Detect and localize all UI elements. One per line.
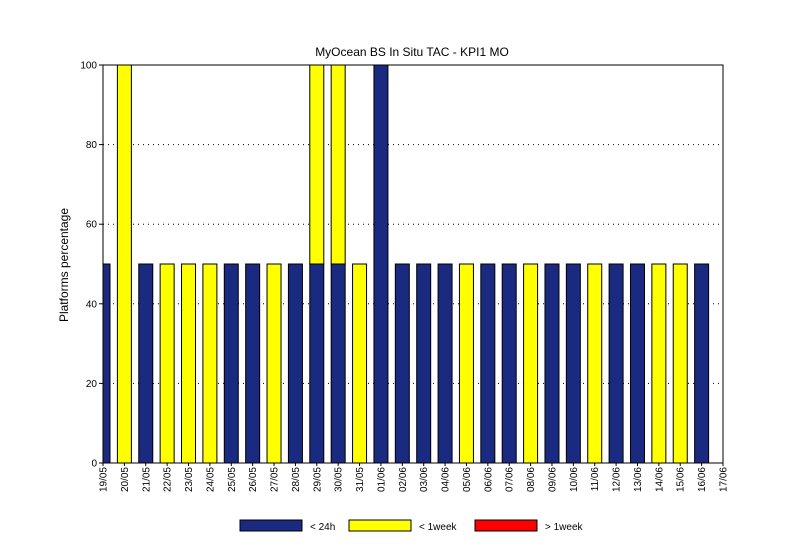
x-tick-label-07-06: 07/06	[505, 467, 516, 492]
y-tick-label-60: 60	[86, 220, 98, 231]
x-tick-label-06-06: 06/06	[483, 467, 494, 492]
bar-22-05-series-1	[159, 263, 175, 464]
x-tick-label-02-06: 02/06	[398, 467, 409, 492]
bar-29-05-series-0	[309, 263, 325, 464]
y-axis-ticks: 0 20 40 60 80 100	[80, 61, 103, 470]
x-tick-label-01-06: 01/06	[376, 467, 387, 492]
legend-label-2: > 1week	[545, 522, 584, 533]
legend-label-1: < 1week	[419, 522, 458, 533]
x-tick-label-09-06: 09/06	[547, 467, 558, 492]
y-tick-label-20: 20	[86, 379, 98, 390]
legend: < 24h < 1week > 1week	[239, 519, 584, 533]
plot-frame	[102, 64, 724, 464]
bar-31-05-series-1	[352, 263, 368, 464]
bar-28-05-series-0	[287, 263, 303, 464]
x-axis-ticks: 19/05 20/05 21/05 22/05 23/05 24/05 25/05 26/05…	[99, 463, 730, 492]
bar-05-06-series-1	[458, 263, 474, 464]
bar-01-06-series-0	[373, 64, 389, 464]
x-tick-label-17-06: 17/06	[719, 467, 730, 492]
bar-13-06-series-0	[629, 263, 645, 464]
bar-03-06-series-0	[416, 263, 432, 464]
x-tick-label-16-06: 16/06	[697, 467, 708, 492]
x-tick-label-30-05: 30/05	[334, 467, 345, 492]
bar-30-05-series-0	[330, 263, 346, 464]
y-tick-label-100: 100	[80, 61, 97, 72]
x-tick-label-04-06: 04/06	[441, 467, 452, 492]
bar-06-06-series-0	[480, 263, 496, 464]
y-tick-label-0: 0	[91, 459, 97, 470]
x-tick-label-28-05: 28/05	[291, 467, 302, 492]
x-tick-label-20-05: 20/05	[120, 467, 131, 492]
x-tick-label-11-06: 11/06	[590, 467, 601, 492]
legend-swatch-2	[474, 519, 538, 532]
bar-15-06-series-1	[672, 263, 688, 464]
x-tick-label-23-05: 23/05	[184, 467, 195, 492]
chart-title: MyOcean BS In Situ TAC - KPI1 MO	[315, 45, 509, 59]
bar-09-06-series-0	[544, 263, 560, 464]
bar-11-06-series-1	[587, 263, 603, 464]
bar-29-05-series-1	[309, 64, 325, 265]
bar-07-06-series-0	[501, 263, 517, 464]
bar-21-05-series-0	[138, 263, 154, 464]
gridlines	[103, 144, 723, 384]
bar-25-05-series-0	[223, 263, 239, 464]
legend-swatch-1	[348, 519, 412, 532]
bar-08-06-series-1	[523, 263, 539, 464]
x-tick-label-14-06: 14/06	[654, 467, 665, 492]
x-tick-label-26-05: 26/05	[248, 467, 259, 492]
x-tick-label-05-06: 05/06	[462, 467, 473, 492]
x-tick-label-10-06: 10/06	[569, 467, 580, 492]
x-tick-label-24-05: 24/05	[205, 467, 216, 492]
x-tick-label-13-06: 13/06	[633, 467, 644, 492]
bars	[102, 64, 710, 464]
x-tick-label-31-05: 31/05	[355, 467, 366, 492]
legend-swatch-0	[239, 519, 303, 532]
x-tick-label-25-05: 25/05	[227, 467, 238, 492]
x-tick-label-08-06: 08/06	[526, 467, 537, 492]
x-tick-label-27-05: 27/05	[270, 467, 281, 492]
x-tick-label-22-05: 22/05	[163, 467, 174, 492]
y-tick-label-80: 80	[86, 140, 98, 151]
bar-10-06-series-0	[565, 263, 581, 464]
bar-14-06-series-1	[651, 263, 667, 464]
bar-23-05-series-1	[181, 263, 197, 464]
bar-27-05-series-1	[266, 263, 282, 464]
bar-19-05-series-0	[102, 263, 111, 464]
x-tick-label-21-05: 21/05	[141, 467, 152, 492]
bar-12-06-series-0	[608, 263, 624, 464]
bar-26-05-series-0	[245, 263, 261, 464]
x-tick-label-29-05: 29/05	[312, 467, 323, 492]
legend-label-0: < 24h	[310, 522, 335, 533]
bar-20-05-series-1	[116, 64, 132, 464]
bar-24-05-series-1	[202, 263, 218, 464]
bar-16-06-series-0	[694, 263, 710, 464]
y-tick-label-40: 40	[86, 299, 98, 310]
y-axis-label: Platforms percentage	[57, 208, 71, 322]
bar-30-05-series-1	[330, 64, 346, 265]
x-tick-label-19-05: 19/05	[99, 467, 110, 492]
x-tick-label-03-06: 03/06	[419, 467, 430, 492]
bar-02-06-series-0	[394, 263, 410, 464]
x-tick-label-12-06: 12/06	[612, 467, 623, 492]
x-tick-label-15-06: 15/06	[676, 467, 687, 492]
bar-04-06-series-0	[437, 263, 453, 464]
